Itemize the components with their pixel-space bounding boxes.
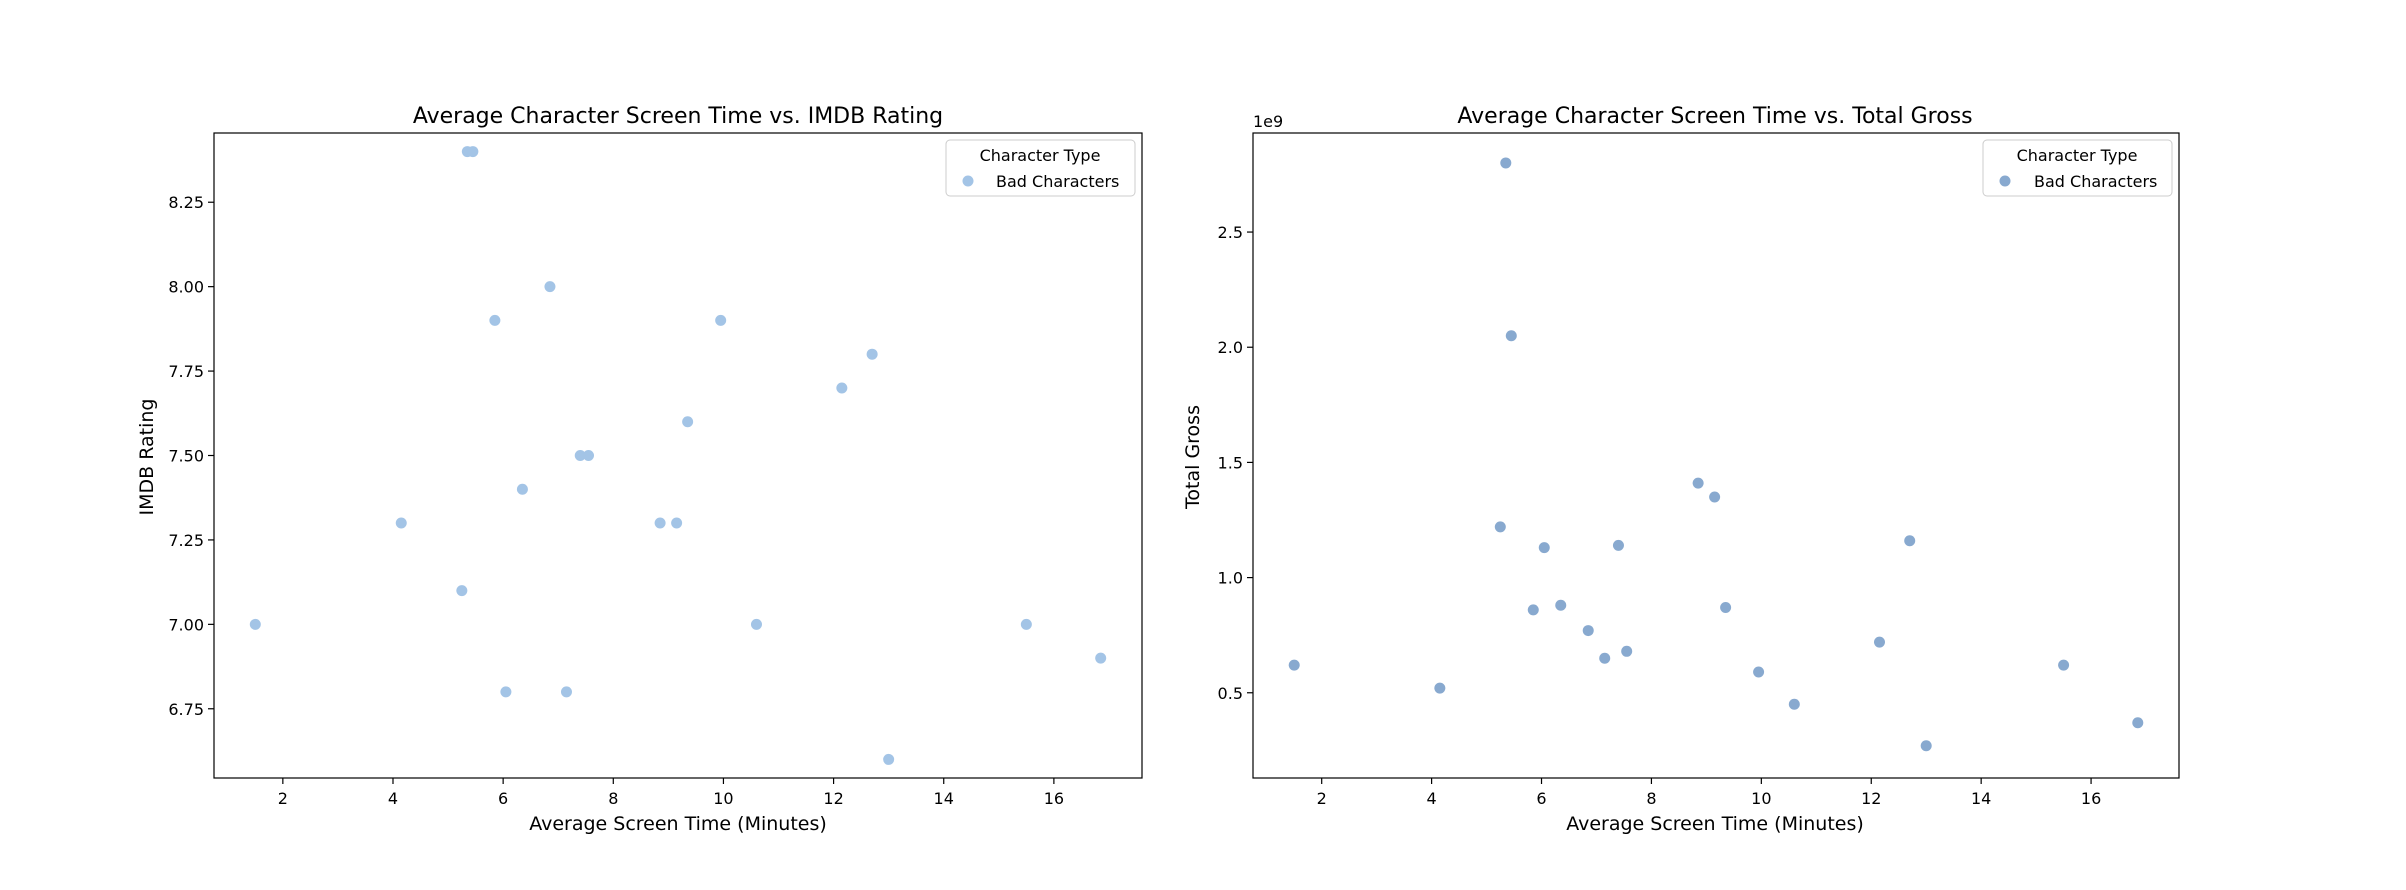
x-tick-label: 6: [1536, 789, 1546, 808]
data-point: [1288, 659, 1300, 671]
data-point: [1720, 602, 1732, 614]
legend-title: Character Type: [980, 146, 1101, 165]
data-points: [1288, 157, 2144, 752]
y-tick-label: 8.25: [168, 193, 204, 212]
data-point: [1582, 625, 1594, 637]
y-tick-label: 8.00: [168, 278, 204, 297]
chart-total-gross: Average Character Screen Time vs. Total …: [1182, 104, 2180, 835]
legend-marker: [962, 175, 974, 187]
data-point: [467, 146, 479, 158]
data-point: [395, 517, 407, 529]
x-tick-label: 8: [1646, 789, 1656, 808]
x-tick-label: 16: [2081, 789, 2101, 808]
data-point: [671, 517, 683, 529]
data-point: [1500, 157, 1512, 169]
legend-entry-label: Bad Characters: [996, 172, 1119, 191]
data-point: [1599, 652, 1611, 664]
x-tick-label: 12: [823, 789, 843, 808]
data-point: [1904, 535, 1916, 547]
data-point: [249, 618, 261, 630]
data-point: [2132, 717, 2144, 729]
x-tick-label: 12: [1861, 789, 1881, 808]
data-point: [866, 348, 878, 360]
data-point: [544, 281, 556, 293]
ticks: 2 4 6 8 10 12 14 16 0.5 1.0 1.5 2.0 2.5: [1218, 223, 2102, 808]
data-point: [715, 314, 727, 326]
x-tick-label: 10: [1751, 789, 1771, 808]
data-point: [2058, 659, 2070, 671]
chart-title: Average Character Screen Time vs. IMDB R…: [413, 104, 943, 129]
data-point: [1538, 542, 1550, 554]
y-tick-label: 7.75: [168, 362, 204, 381]
y-tick-label: 1.0: [1218, 569, 1243, 588]
y-tick-label: 0.5: [1218, 684, 1243, 703]
data-point: [500, 686, 512, 698]
chart-title: Average Character Screen Time vs. Total …: [1457, 104, 1972, 129]
data-point: [836, 382, 848, 394]
data-point: [1753, 666, 1765, 678]
y-tick-label: 6.75: [168, 700, 204, 719]
data-point: [1527, 604, 1539, 616]
y-tick-label: 7.50: [168, 447, 204, 466]
data-point: [750, 618, 762, 630]
data-point: [489, 314, 501, 326]
x-tick-label: 4: [388, 789, 398, 808]
plot-frame: [1252, 132, 2180, 779]
y-tick-label: 7.25: [168, 531, 204, 550]
x-tick-label: 14: [934, 789, 954, 808]
y-tick-label: 7.00: [168, 615, 204, 634]
legend-box: [1982, 139, 2173, 197]
data-point: [1020, 618, 1032, 630]
legend-box: [945, 139, 1136, 197]
data-point: [1621, 645, 1633, 657]
data-point: [654, 517, 666, 529]
data-point: [1505, 330, 1517, 342]
y-axis-offset-text: 1e9: [1253, 112, 1283, 131]
data-point: [1434, 682, 1446, 694]
x-tick-label: 16: [1044, 789, 1064, 808]
data-point: [1692, 477, 1704, 489]
x-tick-label: 6: [498, 789, 508, 808]
legend-title: Character Type: [2017, 146, 2138, 165]
data-point: [583, 450, 595, 461]
y-axis-label: Total Gross: [1182, 405, 1204, 510]
x-tick-label: 8: [608, 789, 618, 808]
y-axis-label: IMDB Rating: [136, 399, 158, 516]
data-point: [1788, 698, 1800, 710]
data-point: [1494, 521, 1506, 533]
x-tick-label: 10: [713, 789, 733, 808]
data-point: [883, 753, 895, 765]
x-tick-label: 2: [1317, 789, 1327, 808]
data-points: [249, 146, 1107, 765]
y-tick-label: 1.5: [1218, 453, 1243, 472]
legend-marker: [1999, 175, 2011, 187]
x-axis-label: Average Screen Time (Minutes): [1566, 813, 1864, 835]
y-tick-label: 2.0: [1218, 338, 1243, 357]
data-point: [1612, 539, 1624, 551]
x-axis-label: Average Screen Time (Minutes): [529, 813, 827, 835]
y-tick-label: 2.5: [1218, 223, 1243, 242]
data-point: [682, 416, 694, 428]
x-tick-label: 4: [1427, 789, 1437, 808]
x-tick-label: 2: [278, 789, 288, 808]
plot-frame: [213, 132, 1143, 779]
data-point: [1555, 599, 1567, 611]
data-point: [1873, 636, 1885, 648]
data-point: [574, 450, 586, 461]
data-point: [1920, 740, 1932, 752]
legend: Character Type Bad Characters: [945, 139, 1136, 197]
data-point: [516, 483, 528, 495]
chart-imdb-rating: Average Character Screen Time vs. IMDB R…: [136, 104, 1143, 835]
legend: Character Type Bad Characters: [1982, 139, 2173, 197]
legend-entry-label: Bad Characters: [2034, 172, 2157, 191]
data-point: [1095, 652, 1107, 664]
x-tick-label: 14: [1971, 789, 1991, 808]
data-point: [456, 585, 468, 597]
data-point: [1709, 491, 1721, 503]
data-point: [560, 686, 572, 698]
ticks: 2 4 6 8 10 12 14 16 6.75 7.00 7.25 7.50 7.75 8.00 8.25: [168, 193, 1064, 808]
